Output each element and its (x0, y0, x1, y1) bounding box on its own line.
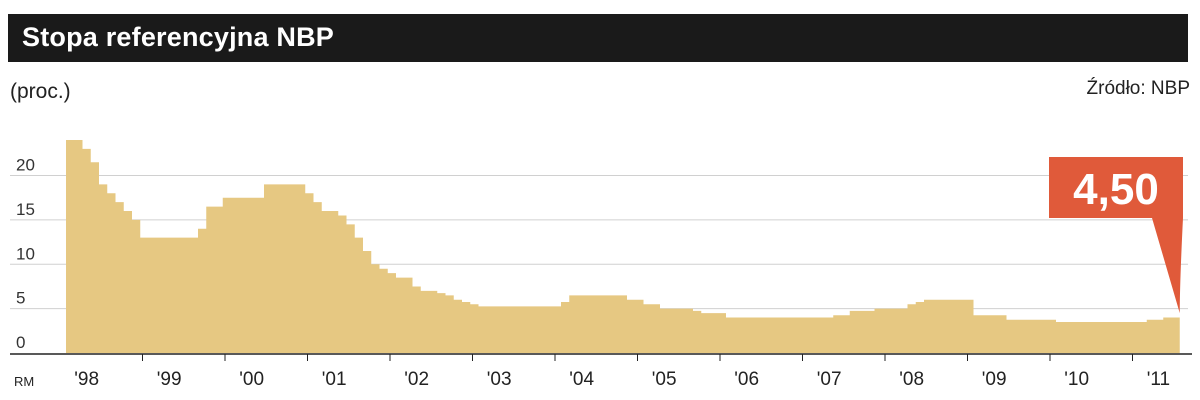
y-axis-ticks: 0 5 10 15 20 (16, 156, 35, 353)
x-tick-label: '06 (734, 369, 759, 390)
unit-label: (proc.) (10, 80, 71, 103)
x-tick-label: '00 (239, 369, 264, 390)
x-tick-label: '98 (74, 369, 99, 390)
y-tick-label: 10 (16, 244, 35, 263)
x-tick-label: '10 (1064, 369, 1089, 390)
source-label: Źródło: NBP (1086, 78, 1190, 99)
x-tick-label: '03 (487, 369, 512, 390)
title-bar: Stopa referencyjna NBP (8, 14, 1188, 62)
x-tick-label: '01 (322, 369, 347, 390)
x-tick-label: '11 (1147, 369, 1170, 390)
y-tick-label: 20 (16, 156, 35, 175)
y-tick-label: 0 (16, 333, 25, 352)
y-tick-label: 15 (16, 200, 35, 219)
rate-area (66, 140, 1180, 353)
x-tick-label: '05 (652, 369, 677, 390)
callout-box (1049, 157, 1183, 314)
x-axis-ticks: '98 '99 '00 '01 '02 '03 '04 '05 '06 '07 '08 '09 '10 '… (74, 354, 1170, 390)
chart-title: Stopa referencyjna NBP (22, 22, 334, 52)
x-tick-label: '99 (157, 369, 182, 390)
x-axis-prefix: RM (14, 374, 34, 389)
latest-value-callout: 4,50 (1049, 157, 1183, 314)
y-tick-label: 5 (16, 289, 25, 308)
callout-label: 4,50 (1073, 165, 1159, 214)
x-tick-label: '07 (817, 369, 842, 390)
x-tick-label: '08 (899, 369, 924, 390)
x-tick-label: '02 (404, 369, 429, 390)
x-tick-label: '09 (982, 369, 1007, 390)
x-tick-label: '04 (569, 369, 594, 390)
